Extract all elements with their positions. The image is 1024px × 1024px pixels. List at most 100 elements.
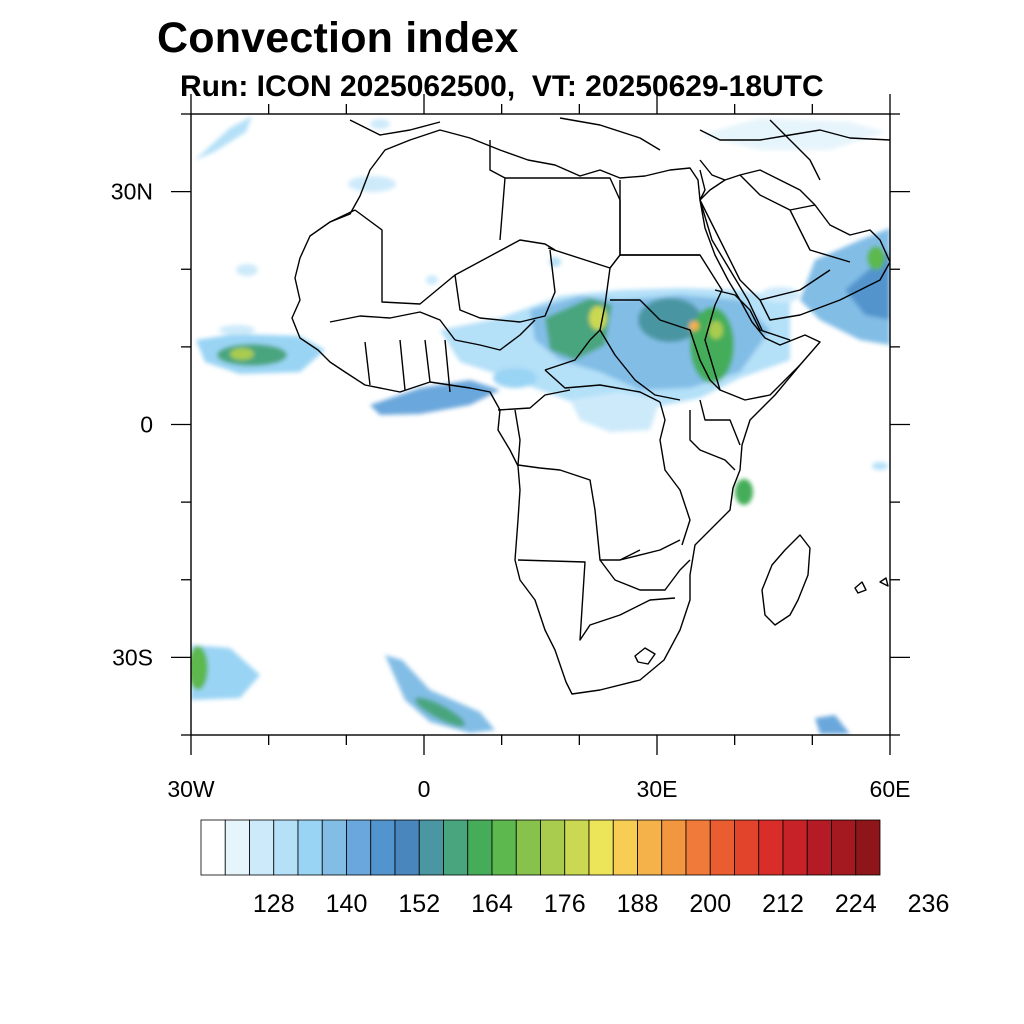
y-tick-label: 0: [140, 412, 153, 438]
field-chad-hot: [589, 306, 607, 330]
field-ethiopia-core: [690, 307, 734, 383]
axis-ticks: [171, 94, 910, 755]
field-cell-3: [219, 325, 255, 335]
field-guinea: [370, 380, 500, 415]
colorbar-swatch: [855, 819, 881, 876]
border-sudan: [610, 254, 723, 391]
border-south-2: [599, 549, 691, 591]
field-north-africa: [348, 176, 396, 192]
border-east-africa: [689, 399, 741, 471]
colorbar-tick-label: 140: [326, 890, 368, 918]
field-cell-4: [872, 462, 888, 470]
field-south-indian: [815, 715, 850, 734]
field-cell-1: [236, 264, 258, 276]
colorbar-swatch: [612, 819, 638, 876]
field-arabia-hot: [867, 246, 885, 270]
field-congo: [570, 392, 660, 432]
colorbar-swatch: [321, 819, 347, 876]
field-central-patch: [493, 368, 537, 388]
field-south-atlantic: [385, 655, 495, 733]
colorbar-swatch: [394, 819, 420, 876]
x-tick-label: 30E: [637, 776, 678, 802]
madagascar: [761, 534, 811, 626]
colorbar-swatch: [588, 819, 614, 876]
colorbar-swatch: [782, 819, 808, 876]
field-cell-6: [426, 275, 438, 285]
colorbar-swatch: [491, 819, 517, 876]
colorbar-tick-label: 224: [835, 890, 877, 918]
europe-coast: [349, 117, 890, 181]
field-sudan-hot: [689, 321, 699, 331]
border-chad: [544, 267, 681, 401]
colorbar-swatch: [418, 819, 444, 876]
colorbar-swatch: [806, 819, 832, 876]
colorbar-swatch: [467, 819, 493, 876]
border-nigeria: [454, 319, 571, 411]
colorbar-tick-label: 236: [908, 890, 950, 918]
colorbar-swatch: [370, 819, 396, 876]
colorbar-swatch: [273, 819, 299, 876]
colorbar: [200, 819, 881, 876]
africa-coastline: [291, 129, 821, 695]
x-tick-label: 60E: [870, 776, 911, 802]
field-ethiopia-hot: [709, 321, 723, 339]
border-levant: [699, 159, 726, 201]
colorbar-tick-label: 152: [398, 890, 440, 918]
colorbar-swatch: [637, 819, 663, 876]
colorbar-swatch: [709, 819, 735, 876]
y-tick-label: 30S: [112, 644, 153, 670]
colorbar-swatch: [685, 819, 711, 876]
colorbar-swatch: [758, 819, 784, 876]
colorbar-tick-label: 164: [471, 890, 513, 918]
axis-tick-labels: 30W 0 30E 60E 30N 0 30S: [111, 179, 911, 802]
colorbar-swatch: [249, 819, 275, 876]
border-congo: [514, 409, 681, 561]
colorbar-tick-label: 188: [617, 890, 659, 918]
x-tick-label: 0: [418, 776, 431, 802]
colorbar-swatch: [346, 819, 372, 876]
colorbar-tick-label: 176: [544, 890, 586, 918]
border-sahara-1: [329, 209, 556, 305]
colorbar-swatch: [734, 819, 760, 876]
x-tick-label: 30W: [167, 776, 215, 802]
field-cell-2: [370, 119, 390, 129]
colorbar-labels: 128 140 152 164 176 188 200 212 224 236: [253, 890, 949, 918]
country-borders: [291, 117, 890, 695]
red-sea: [699, 199, 763, 331]
colorbar-swatch: [200, 819, 226, 876]
field-atlantic-hot: [230, 348, 254, 360]
field-south-atlantic-w-core: [191, 646, 208, 690]
colorbar-tick-label: 200: [689, 890, 731, 918]
colorbar-tick-label: 212: [762, 890, 804, 918]
border-ethiopia: [704, 289, 801, 401]
border-drc-east: [659, 401, 691, 546]
field-nw-atlantic: [195, 116, 252, 160]
border-arabia: [739, 174, 851, 301]
islands: [854, 577, 889, 594]
field-sudan-core: [638, 298, 702, 342]
field-tanzania: [735, 479, 753, 505]
colorbar-tick-label: 128: [253, 890, 295, 918]
border-sahara-2: [489, 140, 621, 269]
field-south-atlantic-w: [191, 645, 260, 700]
colorbar-swatch: [515, 819, 541, 876]
border-west-africa: [329, 311, 456, 393]
colorbar-swatch: [297, 819, 323, 876]
colorbar-swatch: [224, 819, 250, 876]
convection-field: [191, 116, 890, 734]
colorbar-swatch: [443, 819, 469, 876]
colorbar-swatch: [661, 819, 687, 876]
border-car: [544, 369, 661, 403]
border-south-1: [517, 559, 676, 641]
colorbar-swatch: [540, 819, 566, 876]
border-lesotho: [634, 647, 656, 665]
colorbar-swatch: [831, 819, 857, 876]
colorbar-swatch: [564, 819, 590, 876]
y-tick-label: 30N: [111, 179, 153, 205]
chart-subtitle: Run: ICON 2025062500, VT: 20250629-18UTC: [180, 70, 824, 103]
chart-title: Convection index: [157, 14, 519, 62]
border-niger: [454, 249, 556, 323]
field-south-atlantic-core: [415, 697, 465, 727]
arabia-coastline: [699, 169, 890, 321]
